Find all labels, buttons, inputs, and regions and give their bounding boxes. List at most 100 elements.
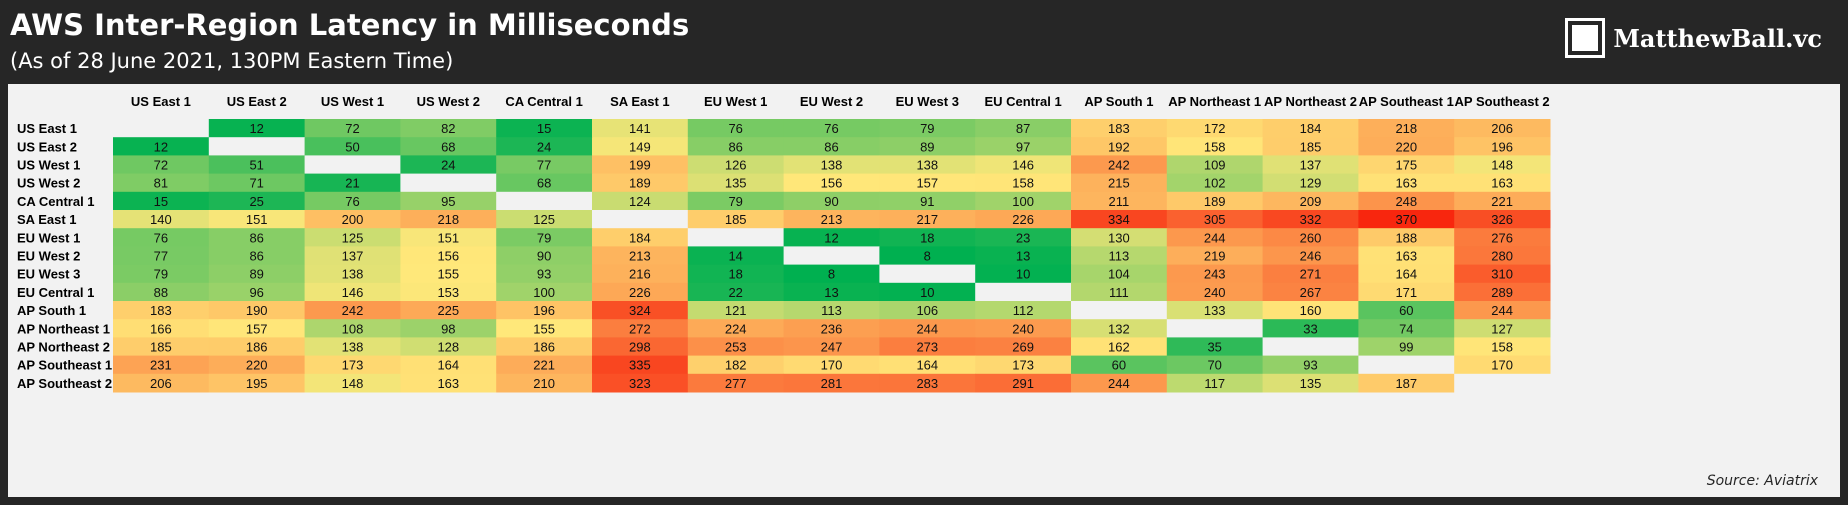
heatmap-cell [208,319,306,338]
cell-value: 72 [154,158,168,173]
heatmap-cell [1071,337,1168,357]
cell-value: 79 [537,230,551,245]
heatmap-cell [400,282,497,302]
heatmap-cell [1262,210,1359,229]
heatmap-cell [400,246,497,266]
cell-value: 173 [1012,358,1034,373]
heatmap-cell [113,137,210,156]
heatmap-cell [496,282,593,302]
heatmap-cell [113,119,210,138]
row-header: AP Northeast 1 [17,321,110,336]
heatmap-cell [879,355,976,375]
cell-value: 184 [629,230,651,245]
heatmap-cell [783,337,880,357]
cell-value: 146 [1012,158,1034,173]
heatmap-cell [304,355,401,375]
cell-value: 157 [246,321,268,336]
cell-value: 71 [249,176,263,191]
heatmap-cell [975,246,1072,266]
cell-value: 183 [1108,121,1130,136]
heatmap-cell [687,137,785,156]
cell-value: 108 [342,321,364,336]
heatmap-cell [496,246,593,266]
row-header: US East 1 [17,121,77,136]
cell-value: 128 [437,340,459,355]
cell-value: 323 [629,376,651,391]
cell-value: 126 [725,158,747,173]
cell-value: 117 [1204,376,1225,391]
cell-value: 76 [154,230,168,245]
heatmap-cell [496,119,593,138]
cell-value: 76 [728,121,742,136]
cell-value: 132 [1108,321,1130,336]
cell-value: 326 [1491,212,1513,227]
heatmap-cell [400,173,497,193]
heatmap-cell [592,119,689,138]
heatmap-cell [1454,301,1551,320]
cell-value: 283 [916,376,938,391]
cell-value: 242 [1108,158,1130,173]
cell-value: 226 [629,285,651,300]
heatmap-cell [1262,373,1359,393]
cell-value: 91 [920,194,934,209]
heatmap-cell [879,373,976,393]
heatmap-cell [1262,173,1359,193]
heatmap-cell [1262,319,1359,338]
cell-value: 164 [916,358,938,373]
cell-value: 280 [1491,249,1513,264]
cell-value: 220 [1395,139,1417,154]
heatmap-cell [400,137,497,156]
cell-value: 98 [441,321,455,336]
cell-value: 199 [629,158,651,173]
heatmap-cell [1454,246,1551,266]
cell-value: 138 [342,340,364,355]
cell-value: 79 [154,267,168,282]
heatmap-cell [592,319,689,338]
heatmap-cell [208,191,306,211]
cell-value: 90 [537,249,551,264]
heatmap-cell [879,337,976,357]
heatmap-cell [975,210,1072,229]
cell-value: 172 [1204,121,1226,136]
cell-value: 155 [437,267,459,282]
cell-value: 138 [821,158,843,173]
cell-value: 231 [150,358,172,373]
cell-value: 243 [1204,267,1226,282]
heatmap-cell [783,301,880,320]
heatmap-cell [687,173,785,193]
cell-value: 151 [246,212,268,227]
heatmap-cell [496,373,593,393]
cell-value: 135 [725,176,747,191]
heatmap-cell [687,337,785,357]
cell-value: 226 [1012,212,1034,227]
heatmap-cell [1166,246,1264,266]
heatmap-cell [208,355,306,375]
heatmap-cell [113,191,210,211]
row-header: EU West 3 [17,267,80,282]
cell-value: 33 [1303,321,1317,336]
heatmap-cell [1358,137,1455,156]
cell-value: 291 [1012,376,1034,391]
heatmap-cell [592,228,689,247]
cell-value: 289 [1491,285,1513,300]
heatmap-cell [1071,210,1168,229]
cell-value: 267 [1300,285,1322,300]
cell-value: 324 [629,303,651,318]
heatmap-cell [975,264,1072,284]
cell-value: 23 [1016,230,1030,245]
cell-value: 244 [1108,376,1130,391]
column-header: EU West 2 [800,94,863,109]
heatmap-cell [208,373,306,393]
heatmap-cell [113,301,210,320]
heatmap-cell [1071,119,1168,138]
cell-value: 160 [1300,303,1322,318]
cell-value: 149 [629,139,651,154]
heatmap-cell [496,155,593,175]
heatmap-cell [592,173,689,193]
heatmap-cell [975,319,1072,338]
cell-value: 113 [821,303,842,318]
heatmap-cell [1454,173,1551,193]
cell-value: 370 [1395,212,1417,227]
cell-value: 185 [150,340,172,355]
source-note: Source: Aviatrix [1706,473,1818,489]
